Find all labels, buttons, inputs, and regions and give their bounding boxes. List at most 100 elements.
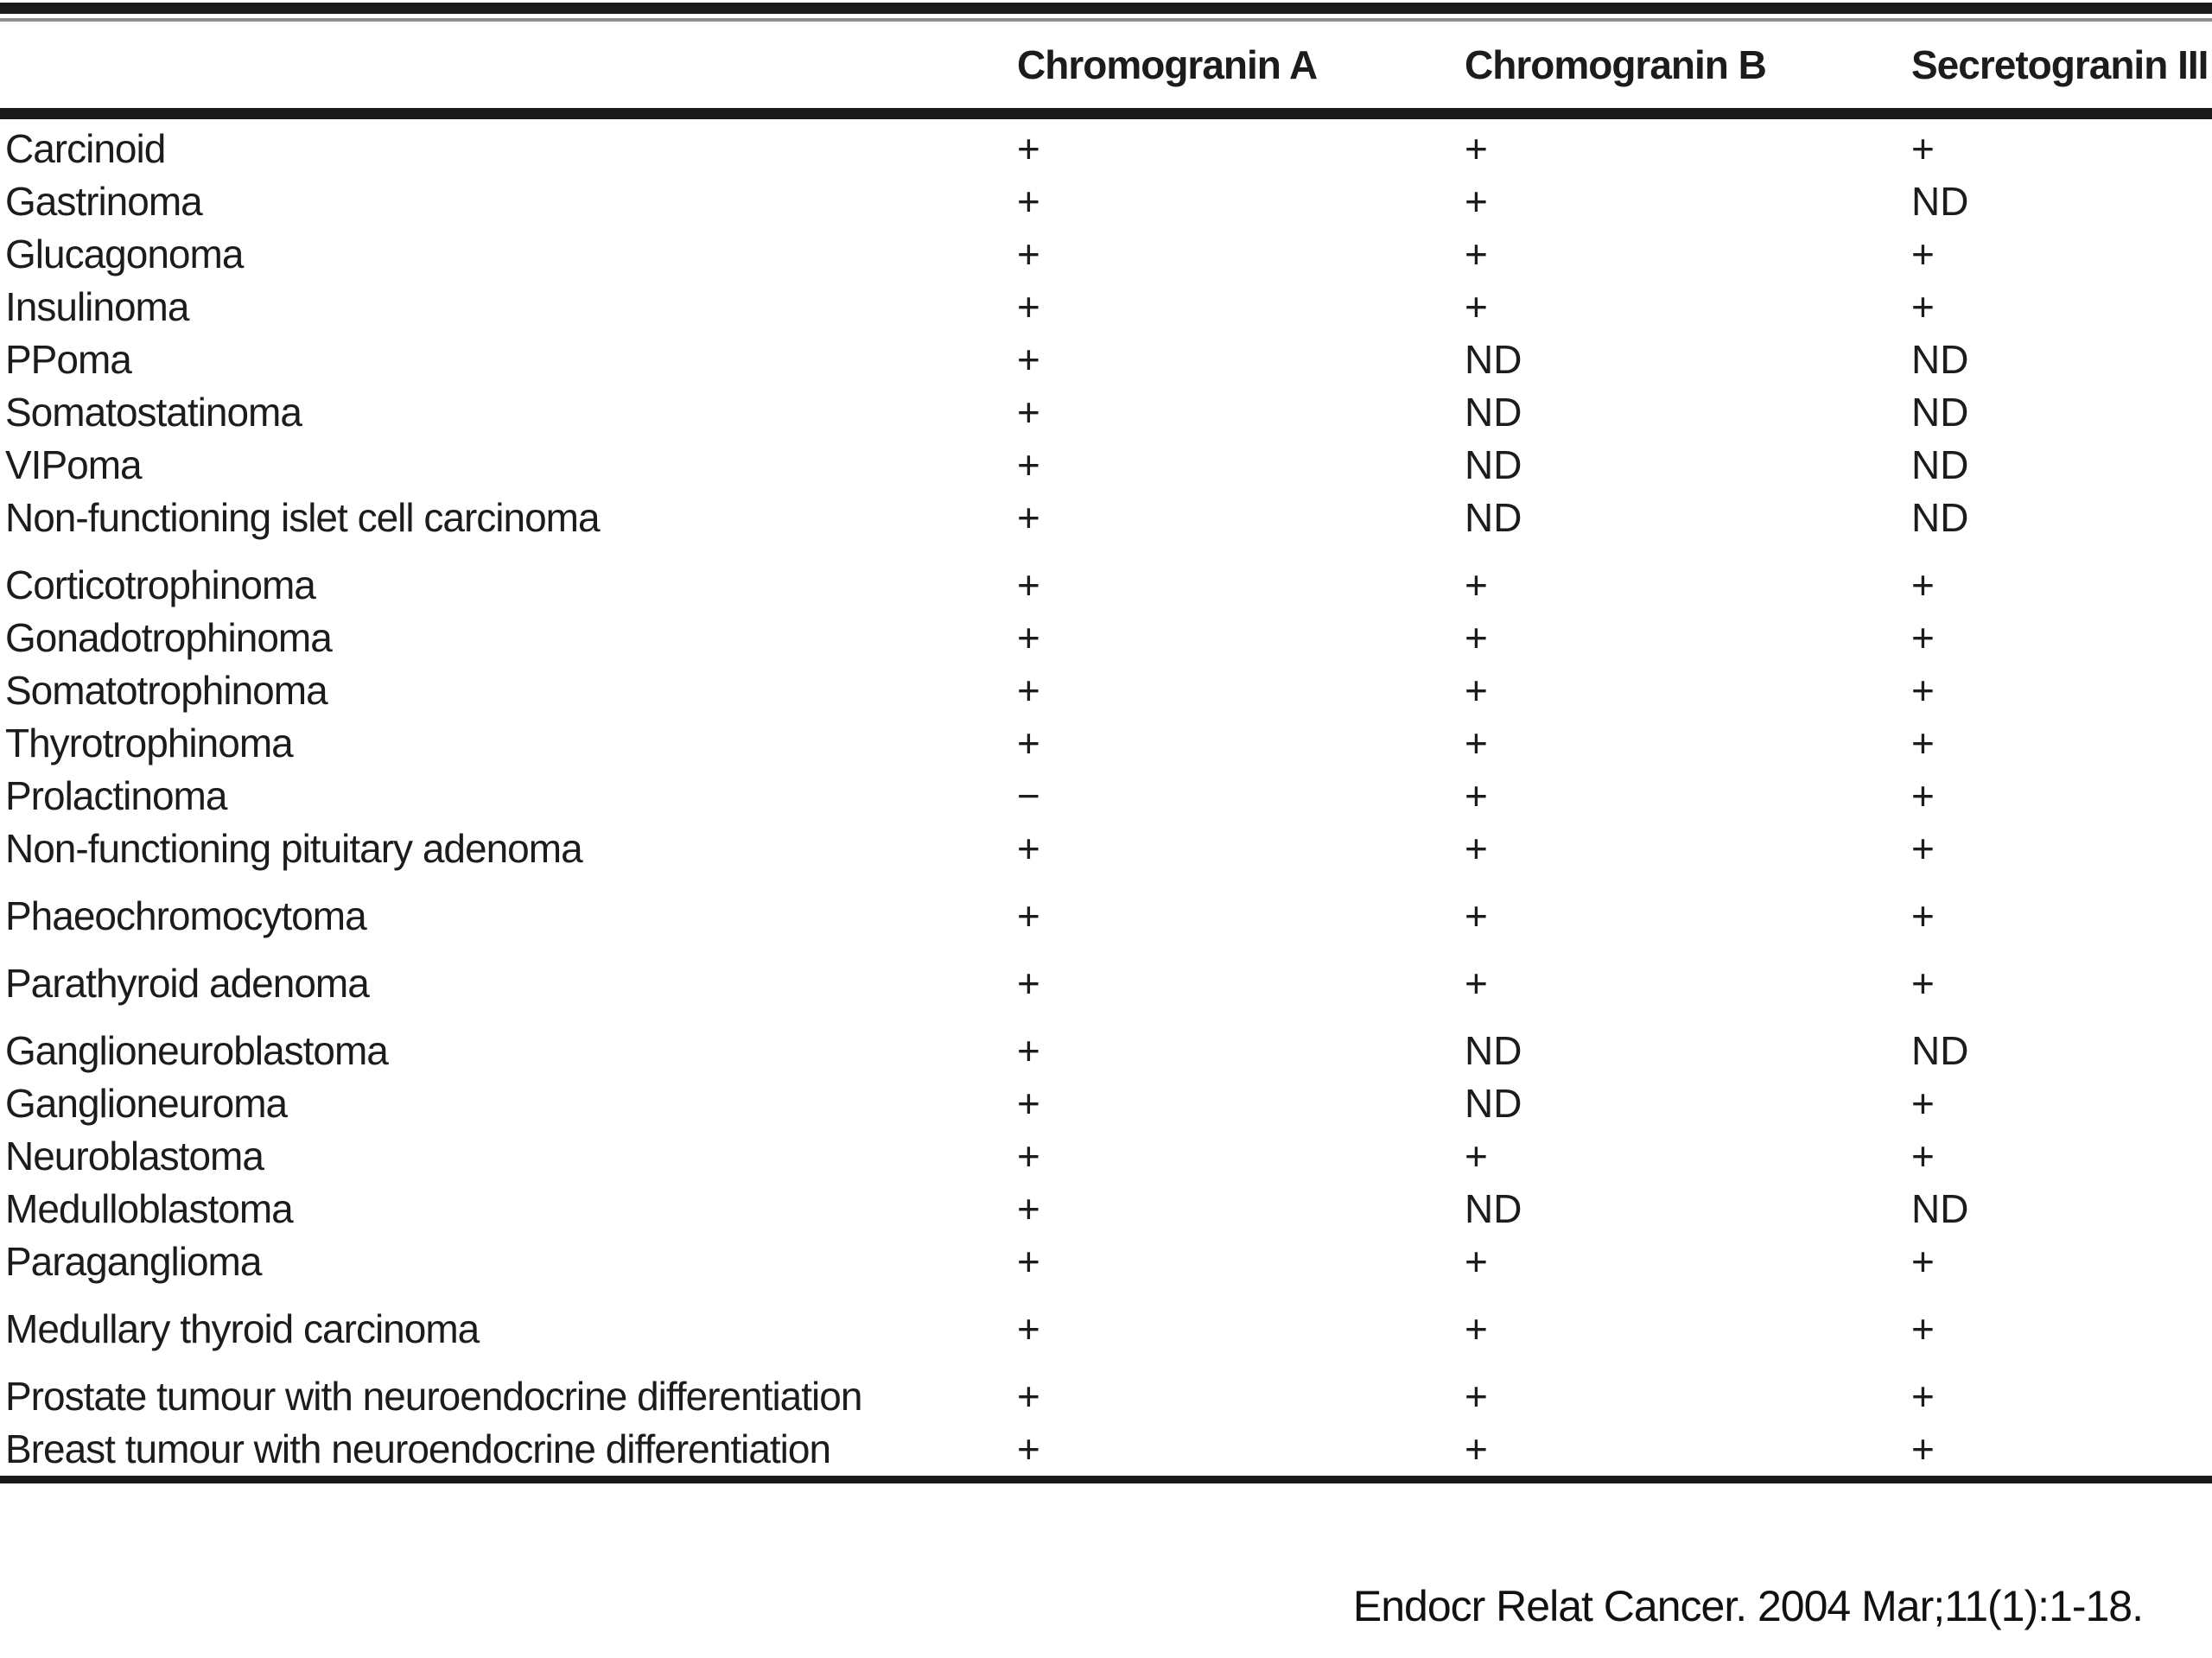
- table-row: Prolactinoma − + +: [0, 770, 2212, 823]
- chromogranin-a-value: +: [1017, 495, 1040, 540]
- chromogranin-b-value: ND: [1465, 1186, 1522, 1231]
- secretogranin-iii-value: +: [1911, 284, 1935, 329]
- chromogranin-a-value: +: [1017, 1306, 1040, 1351]
- secretogranin-iii-value: +: [1911, 615, 1935, 660]
- chromogranin-a-value: +: [1017, 1239, 1040, 1284]
- chromogranin-b-value: +: [1465, 284, 1488, 329]
- chromogranin-b-value: +: [1465, 615, 1488, 660]
- chromogranin-a-value: +: [1017, 232, 1040, 276]
- chromogranin-b-value: +: [1465, 1306, 1488, 1351]
- table-row: Somatotrophinoma + + +: [0, 664, 2212, 717]
- table-body: Carcinoid + + + Gastrinoma + + ND Glucag…: [0, 119, 2212, 1476]
- chromogranin-b-value: ND: [1465, 337, 1522, 382]
- table-row: Phaeochromocytoma + + +: [0, 890, 2212, 943]
- column-header-chromogranin-b: Chromogranin B: [1465, 42, 1767, 87]
- secretogranin-iii-value: ND: [1911, 495, 1969, 540]
- table-row: Glucagonoma + + +: [0, 228, 2212, 281]
- secretogranin-iii-value: +: [1911, 126, 1935, 171]
- tumour-name: Medulloblastoma: [5, 1186, 294, 1231]
- chromogranin-a-value: +: [1017, 721, 1040, 765]
- table-row: PPoma + ND ND: [0, 334, 2212, 386]
- table-row: Ganglioneuroblastoma + ND ND: [0, 1025, 2212, 1077]
- table-row: Thyrotrophinoma + + +: [0, 717, 2212, 770]
- secretogranin-iii-value: +: [1911, 893, 1935, 938]
- chromogranin-a-value: +: [1017, 179, 1040, 224]
- table-row: Breast tumour with neuroendocrine differ…: [0, 1423, 2212, 1476]
- tumour-name: Somatostatinoma: [5, 390, 302, 435]
- chromogranin-b-value: +: [1465, 961, 1488, 1006]
- bottom-rule: [0, 1476, 2212, 1483]
- table-row: Gonadotrophinoma + + +: [0, 612, 2212, 664]
- chromogranin-b-value: +: [1465, 1134, 1488, 1178]
- secretogranin-iii-value: +: [1911, 1239, 1935, 1284]
- tumour-name: Corticotrophinoma: [5, 562, 316, 607]
- chromogranin-a-value: +: [1017, 390, 1040, 435]
- tumour-group: Carcinoid + + + Gastrinoma + + ND Glucag…: [0, 123, 2212, 544]
- chromogranin-b-value: +: [1465, 668, 1488, 713]
- table-row: Ganglioneuroma + ND +: [0, 1077, 2212, 1130]
- chromogranin-b-value: +: [1465, 232, 1488, 276]
- secretogranin-iii-value: +: [1911, 1374, 1935, 1419]
- journal-citation: Endocr Relat Cancer. 2004 Mar;11(1):1-18…: [1352, 1582, 2144, 1630]
- tumour-name: Breast tumour with neuroendocrine differ…: [5, 1426, 831, 1471]
- chromogranin-a-value: +: [1017, 615, 1040, 660]
- table-header-row: Chromogranin A Chromogranin B Secretogra…: [0, 22, 2212, 108]
- chromogranin-a-value: +: [1017, 1028, 1040, 1073]
- secretogranin-iii-value: ND: [1911, 390, 1969, 435]
- secretogranin-iii-value: +: [1911, 961, 1935, 1006]
- chromogranin-b-value: +: [1465, 1239, 1488, 1284]
- chromogranin-b-value: ND: [1465, 1081, 1522, 1126]
- column-header-chromogranin-a: Chromogranin A: [1017, 42, 1318, 87]
- table-row: Prostate tumour with neuroendocrine diff…: [0, 1370, 2212, 1423]
- secretogranin-iii-value: +: [1911, 1426, 1935, 1471]
- chromogranin-a-value: +: [1017, 1426, 1040, 1471]
- chromogranin-a-value: +: [1017, 1134, 1040, 1178]
- secretogranin-iii-value: +: [1911, 668, 1935, 713]
- table-row: Carcinoid + + +: [0, 123, 2212, 175]
- tumour-name: Non-functioning pituitary adenoma: [5, 826, 583, 871]
- tumour-name: VIPoma: [5, 442, 143, 487]
- chromogranin-a-value: −: [1017, 773, 1040, 818]
- secretogranin-iii-value: +: [1911, 826, 1935, 871]
- chromogranin-a-value: +: [1017, 337, 1040, 382]
- chromogranin-a-value: +: [1017, 1374, 1040, 1419]
- top-rule-thick: [0, 3, 2212, 14]
- tumour-name: Gonadotrophinoma: [5, 615, 333, 660]
- tumour-name: Phaeochromocytoma: [5, 893, 367, 938]
- tumour-name: Ganglioneuroblastoma: [5, 1028, 389, 1073]
- chromogranin-a-value: +: [1017, 1186, 1040, 1231]
- secretogranin-iii-value: ND: [1911, 179, 1969, 224]
- tumour-group: Corticotrophinoma + + + Gonadotrophinoma…: [0, 559, 2212, 875]
- tumour-name: Prolactinoma: [5, 773, 227, 818]
- secretogranin-iii-value: +: [1911, 773, 1935, 818]
- chromogranin-b-value: +: [1465, 773, 1488, 818]
- chromogranin-a-value: +: [1017, 826, 1040, 871]
- tumour-name: Medullary thyroid carcinoma: [5, 1306, 480, 1351]
- chromogranin-b-value: +: [1465, 562, 1488, 607]
- tumour-name: Gastrinoma: [5, 179, 203, 224]
- chromogranin-b-value: ND: [1465, 442, 1522, 487]
- tumour-name: Parathyroid adenoma: [5, 961, 370, 1006]
- table-row: Medullary thyroid carcinoma + + +: [0, 1303, 2212, 1356]
- table-row: VIPoma + ND ND: [0, 439, 2212, 492]
- chromogranin-b-value: ND: [1465, 390, 1522, 435]
- table-row: Gastrinoma + + ND: [0, 175, 2212, 228]
- chromogranin-a-value: +: [1017, 126, 1040, 171]
- table-row: Non-functioning islet cell carcinoma + N…: [0, 492, 2212, 544]
- tumour-group: Prostate tumour with neuroendocrine diff…: [0, 1370, 2212, 1476]
- chromogranin-b-value: +: [1465, 893, 1488, 938]
- tumour-name: Thyrotrophinoma: [5, 721, 294, 765]
- secretogranin-iii-value: ND: [1911, 1186, 1969, 1231]
- secretogranin-iii-value: +: [1911, 721, 1935, 765]
- chromogranin-b-value: ND: [1465, 1028, 1522, 1073]
- chromogranin-a-value: +: [1017, 961, 1040, 1006]
- secretogranin-iii-value: ND: [1911, 337, 1969, 382]
- table-row: Neuroblastoma + + +: [0, 1130, 2212, 1183]
- tumour-group: Parathyroid adenoma + + +: [0, 957, 2212, 1010]
- secretogranin-iii-value: +: [1911, 1081, 1935, 1126]
- table-row: Somatostatinoma + ND ND: [0, 386, 2212, 439]
- table-row: Corticotrophinoma + + +: [0, 559, 2212, 612]
- chromogranin-a-value: +: [1017, 1081, 1040, 1126]
- table-row: Insulinoma + + +: [0, 281, 2212, 334]
